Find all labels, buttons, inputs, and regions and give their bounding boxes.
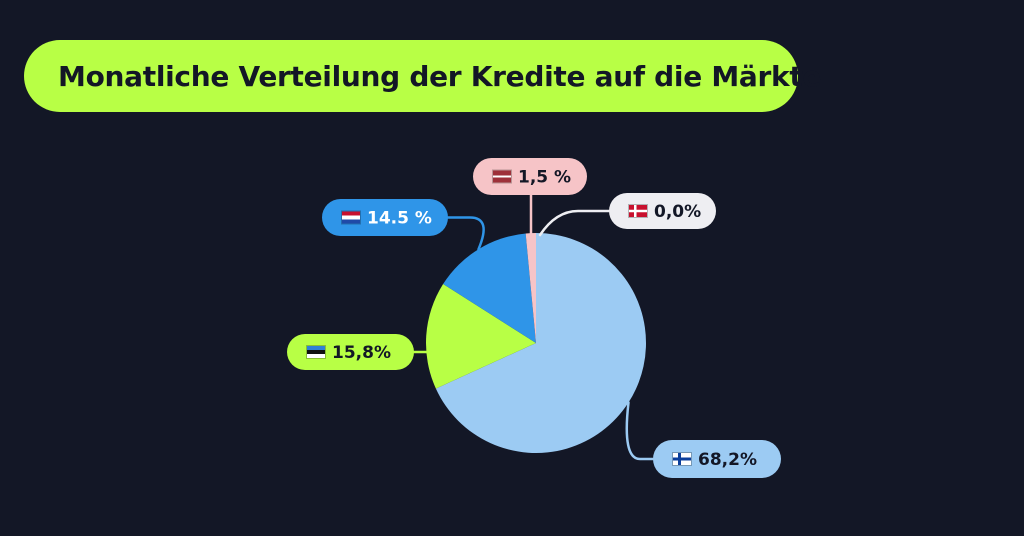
- title-pill: Monatliche Verteilung der Kredite auf di…: [24, 40, 821, 112]
- slice-latvia: [525, 233, 536, 343]
- data-label-finland: 68,2%: [698, 450, 757, 470]
- connector-netherlands: [446, 216, 485, 251]
- label-denmark: 0,0%: [609, 193, 716, 229]
- connector-denmark: [538, 209, 611, 237]
- label-finland: 68,2%: [653, 440, 781, 478]
- label-latvia: 1,5 %: [473, 158, 587, 195]
- connector-finland: [625, 401, 655, 461]
- latvia-flag-icon: [492, 169, 512, 184]
- label-pill-netherlands: [322, 199, 448, 236]
- data-label-denmark: 0,0%: [654, 202, 701, 222]
- estonia-flag-icon: [306, 345, 326, 359]
- data-label-netherlands: 14.5 %: [367, 209, 432, 229]
- data-label-estonia: 15,8%: [332, 343, 391, 363]
- label-netherlands: 14.5 %: [322, 199, 448, 236]
- slice-finland: [435, 233, 647, 453]
- label-pill-estonia: [287, 334, 414, 370]
- denmark-flag-icon: [628, 204, 648, 218]
- slice-netherlands: [443, 233, 536, 343]
- label-pill-latvia: [473, 158, 587, 195]
- netherlands-flag-icon: [341, 210, 361, 225]
- finland-flag-icon: [672, 452, 692, 466]
- slice-estonia: [425, 284, 536, 389]
- chart-title: Monatliche Verteilung der Kredite auf di…: [58, 59, 822, 93]
- label-pill-denmark: [609, 193, 716, 229]
- label-estonia: 15,8%: [287, 334, 414, 370]
- label-pill-finland: [653, 440, 781, 478]
- data-label-latvia: 1,5 %: [518, 168, 571, 188]
